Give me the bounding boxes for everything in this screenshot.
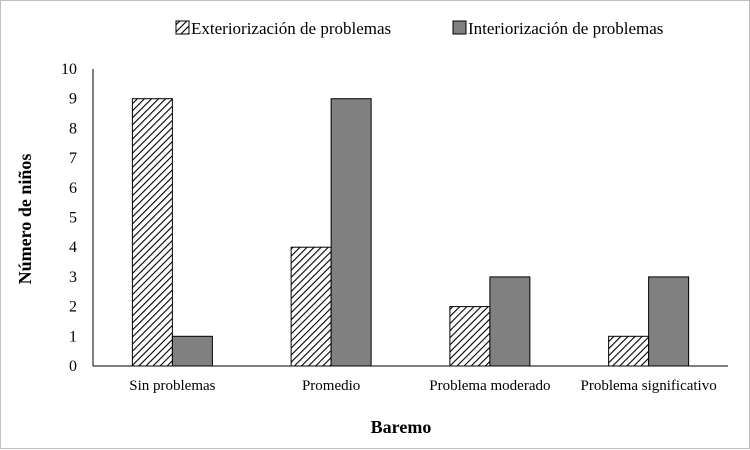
y-tick-label: 2: [69, 299, 77, 316]
bar-interiorizacion-3: [648, 276, 690, 367]
y-tick-label: 7: [69, 150, 77, 167]
y-axis-ticks: 0 1 2 3 4 5 6 7 8 9 10: [61, 61, 77, 375]
bar-exteriorizacion-0: [131, 98, 173, 367]
x-category-label: Problema moderado: [429, 378, 550, 394]
legend-swatch-exteriorizacion: [175, 20, 190, 35]
bars: [131, 98, 690, 367]
legend-swatch-interiorizacion: [452, 20, 467, 35]
bar-interiorizacion-2: [489, 276, 531, 367]
x-category-label: Promedio: [302, 378, 360, 394]
bar-exteriorizacion-2: [449, 306, 491, 367]
bar-exteriorizacion-3: [608, 335, 650, 367]
y-tick-label: 0: [69, 358, 77, 375]
y-tick-label: 4: [69, 239, 77, 256]
y-tick-label: 6: [69, 180, 77, 197]
y-tick-label: 8: [69, 120, 77, 137]
bar-interiorizacion-1: [330, 98, 372, 367]
y-tick-label: 10: [61, 61, 77, 78]
x-axis-title: Baremo: [371, 417, 432, 437]
legend-label-interiorizacion: Interiorización de problemas: [468, 19, 663, 38]
x-axis-categories: Sin problemas Promedio Problema moderado Pr…: [129, 378, 716, 394]
y-tick-label: 3: [69, 269, 77, 286]
x-category-label: Sin problemas: [129, 378, 215, 394]
bar-interiorizacion-0: [171, 335, 213, 367]
y-axis-title: Número de niños: [15, 154, 35, 285]
x-category-label: Problema significativo: [581, 378, 717, 394]
y-tick-label: 5: [69, 210, 77, 227]
legend-label-exteriorizacion: Exteriorización de problemas: [191, 19, 391, 38]
legend: Exteriorización de problemas Interioriza…: [175, 19, 663, 38]
bar-exteriorizacion-1: [290, 246, 332, 367]
y-tick-label: 9: [69, 91, 77, 108]
y-tick-label: 1: [69, 328, 77, 345]
